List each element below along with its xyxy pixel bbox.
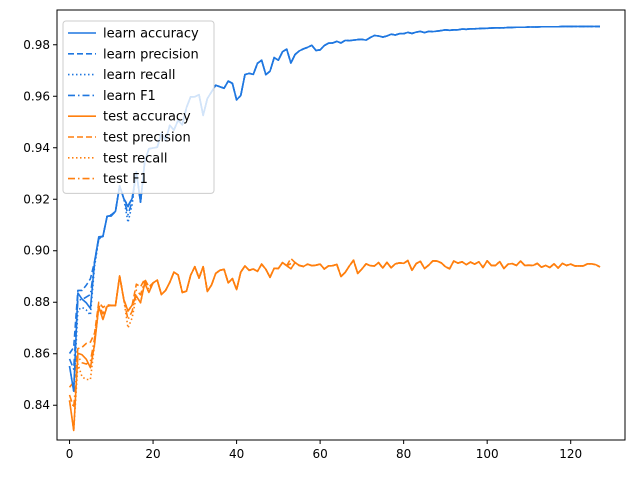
legend-entry-label: test precision	[103, 131, 191, 146]
legend: learn accuracy learn precision learn recal…	[62, 20, 215, 194]
legend-entry-label: test accuracy	[103, 110, 191, 125]
x-tick-label: 120	[559, 447, 582, 461]
y-tick-label: 0.98	[23, 38, 50, 52]
x-tick-label: 40	[229, 447, 244, 461]
x-tick-label: 80	[396, 447, 411, 461]
y-tick-label: 0.90	[23, 244, 50, 258]
x-tick-label: 20	[145, 447, 160, 461]
y-tick-label: 0.86	[23, 347, 50, 361]
y-tick-label: 0.92	[23, 192, 50, 206]
x-axis: 0 20 40 60 80 100 120	[66, 440, 582, 461]
legend-box	[62, 20, 215, 194]
legend-entry-label: learn precision	[103, 47, 199, 62]
legend-entry-label: test F1	[103, 172, 148, 187]
y-tick-label: 0.88	[23, 295, 50, 309]
y-tick-label: 0.94	[23, 141, 50, 155]
y-tick-label: 0.96	[23, 89, 50, 103]
legend-entry-label: learn accuracy	[103, 27, 199, 42]
legend-entry-label: learn F1	[103, 89, 156, 104]
x-tick-label: 0	[66, 447, 74, 461]
legend-entry-label: test recall	[103, 151, 168, 166]
legend-entry-label: learn recall	[103, 68, 175, 83]
x-tick-label: 60	[312, 447, 327, 461]
x-tick-label: 100	[476, 447, 499, 461]
series-line-test-accuracy	[68, 259, 601, 432]
y-axis: 0.84 0.86 0.88 0.90 0.92 0.94 0.96 0.98	[23, 38, 57, 412]
plot-frame	[56, 9, 626, 441]
y-tick-label: 0.84	[23, 398, 50, 412]
